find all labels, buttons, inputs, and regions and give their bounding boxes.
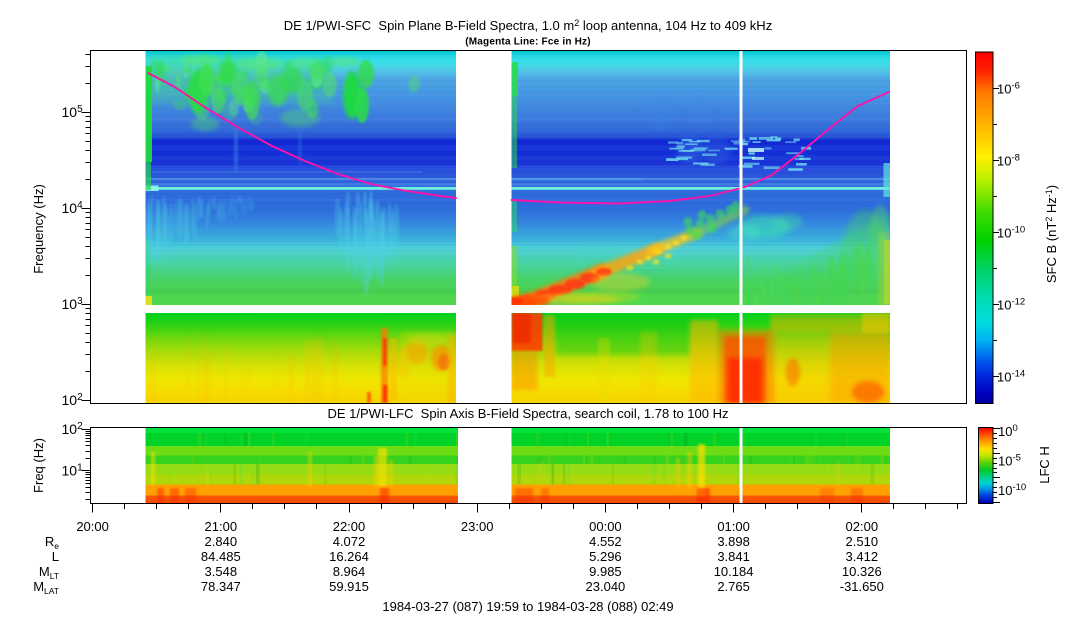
svg-text:4.072: 4.072 [333,534,366,549]
svg-text:8.964: 8.964 [333,564,366,579]
svg-text:(Magenta Line: Fce in Hz): (Magenta Line: Fce in Hz) [465,37,591,48]
svg-text:9.985: 9.985 [589,564,622,579]
svg-text:3.548: 3.548 [205,564,238,579]
svg-text:Frequency (Hz): Frequency (Hz) [31,184,46,274]
svg-text:23:00: 23:00 [461,519,494,534]
svg-text:3.898: 3.898 [717,534,750,549]
svg-text:SFC B (nT2 Hz-1): SFC B (nT2 Hz-1) [1044,185,1059,283]
svg-text:20:00: 20:00 [76,519,109,534]
svg-text:78.347: 78.347 [201,579,241,594]
svg-text:-31.650: -31.650 [840,579,884,594]
svg-text:2.765: 2.765 [717,579,750,594]
svg-text:3.841: 3.841 [717,549,750,564]
svg-text:02:00: 02:00 [846,519,879,534]
svg-text:00:00: 00:00 [589,519,622,534]
svg-text:22:00: 22:00 [333,519,366,534]
svg-text:1984-03-27 (087) 19:59 to 1984: 1984-03-27 (087) 19:59 to 1984-03-28 (08… [382,599,673,614]
svg-text:10.184: 10.184 [714,564,754,579]
svg-text:DE 1/PWI-SFC Spin Plane B-Fie: DE 1/PWI-SFC Spin Plane B-Field Spectra,… [284,18,772,33]
svg-text:DE 1/PWI-LFC Spin Axis B-Fiel: DE 1/PWI-LFC Spin Axis B-Field Spectra, … [328,406,729,421]
svg-text:16.264: 16.264 [329,549,369,564]
svg-text:84.485: 84.485 [201,549,241,564]
svg-text:01:00: 01:00 [717,519,750,534]
svg-text:23.040: 23.040 [586,579,626,594]
svg-text:3.412: 3.412 [846,549,879,564]
svg-text:4.552: 4.552 [589,534,622,549]
svg-text:2.840: 2.840 [205,534,238,549]
svg-text:21:00: 21:00 [205,519,238,534]
svg-text:10.326: 10.326 [842,564,882,579]
svg-text:LFC H: LFC H [1037,446,1052,484]
svg-text:Freq (Hz): Freq (Hz) [31,438,46,493]
svg-text:L: L [52,549,59,564]
svg-text:2.510: 2.510 [846,534,879,549]
svg-text:59.915: 59.915 [329,579,369,594]
svg-text:5.296: 5.296 [589,549,622,564]
